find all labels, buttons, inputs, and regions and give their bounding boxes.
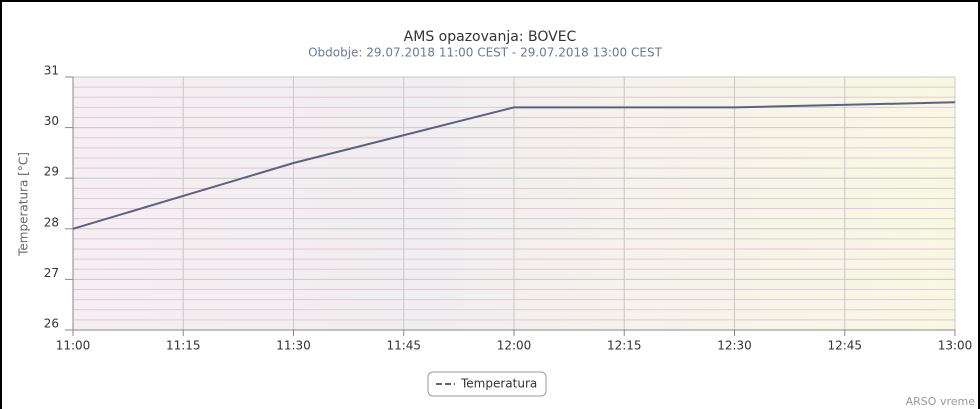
x-tick-label: 11:30	[276, 339, 311, 353]
y-tick-label: 30	[44, 114, 59, 128]
y-axis-label: Temperatura [°C]	[17, 152, 31, 257]
y-tick-label: 27	[44, 266, 59, 280]
x-tick-label: 11:15	[166, 339, 201, 353]
x-tick-label: 12:45	[827, 339, 862, 353]
y-tick-label: 28	[44, 215, 59, 229]
y-tick-label: 31	[44, 64, 59, 78]
chart-subtitle: Obdobje: 29.07.2018 11:00 CEST - 29.07.2…	[308, 46, 662, 60]
x-tick-label: 12:15	[607, 339, 642, 353]
x-tick-label: 12:30	[717, 339, 752, 353]
chart-title: AMS opazovanja: BOVEC	[404, 29, 577, 45]
x-tick-label: 13:00	[938, 339, 973, 353]
x-tick-label: 12:00	[497, 339, 532, 353]
legend[interactable]: Temperatura	[427, 371, 547, 397]
x-tick-label: 11:00	[56, 339, 91, 353]
legend-box[interactable]	[427, 371, 547, 397]
y-tick-label: 26	[44, 317, 59, 331]
x-tick-label: 11:45	[386, 339, 421, 353]
y-tick-label: 29	[44, 165, 59, 179]
credit: ARSO vreme	[906, 395, 976, 408]
legend-label: Temperatura	[460, 377, 537, 391]
data-line	[72, 101, 956, 230]
